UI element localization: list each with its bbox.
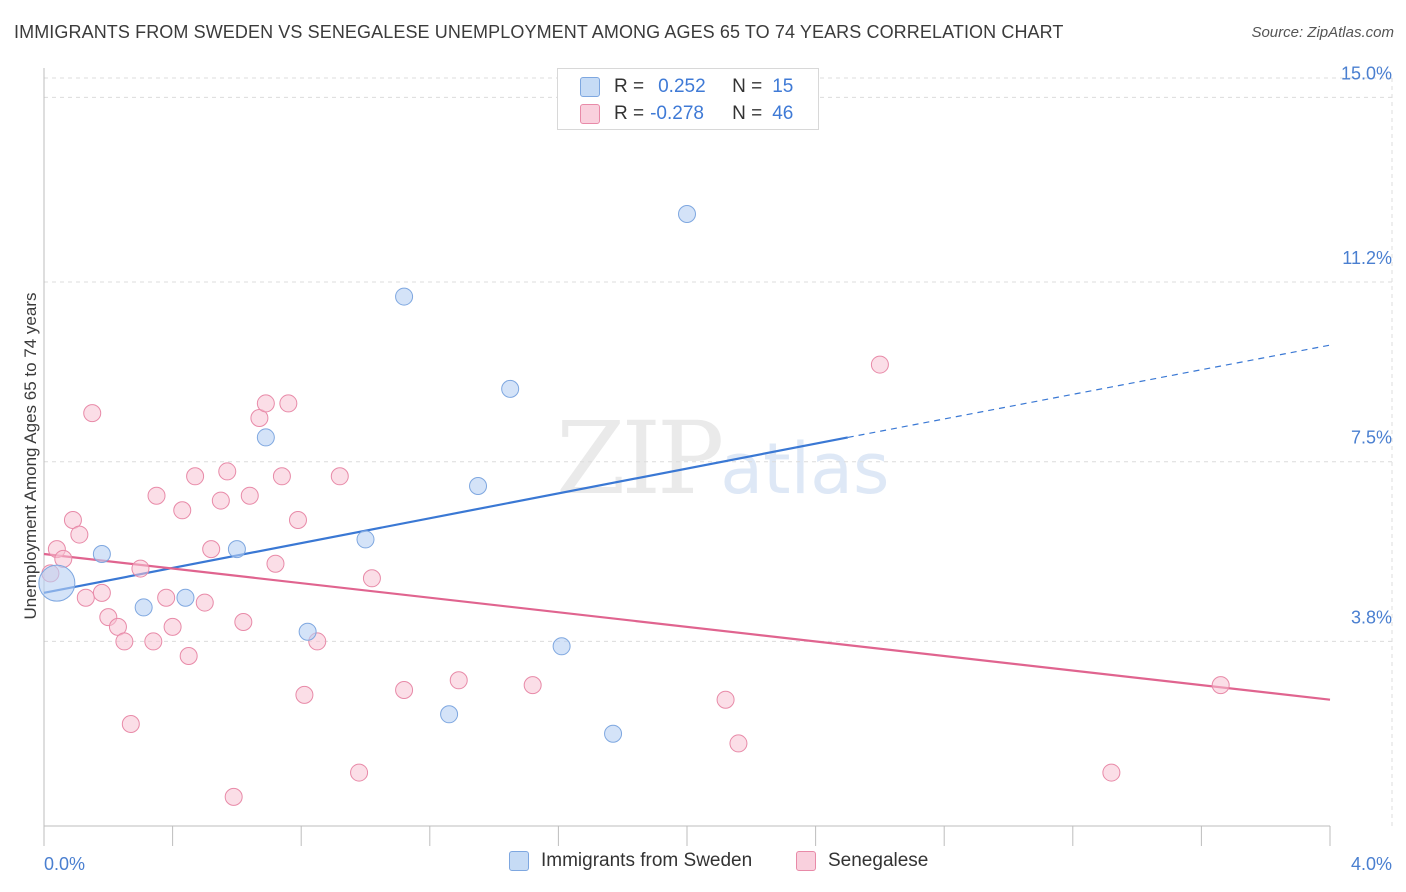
trend-line-senegalese xyxy=(43,552,1331,701)
data-point-senegalese xyxy=(224,787,243,806)
legend-n-label: N = xyxy=(732,76,763,97)
data-point-senegalese xyxy=(173,501,192,520)
trend-line-sweden-extension xyxy=(847,344,1331,439)
series-legend-label: Immigrants from Sweden xyxy=(541,850,753,871)
y-tick-label: 15.0% xyxy=(1341,63,1392,83)
data-point-senegalese xyxy=(92,583,111,602)
data-point-senegalese xyxy=(716,690,735,709)
data-point-senegalese xyxy=(234,613,253,631)
legend-r-label: R = xyxy=(614,76,645,97)
legend-n-label: N = xyxy=(732,103,763,124)
source-credit: Source: ZipAtlas.com xyxy=(1251,24,1394,41)
legend-row-senegalese: R = -0.278 N = 46 xyxy=(580,102,793,126)
data-point-senegalese xyxy=(83,404,102,423)
data-point-senegalese xyxy=(144,632,163,651)
data-point-senegalese xyxy=(179,647,198,665)
data-point-senegalese xyxy=(266,554,285,573)
legend-row-sweden: R = 0.252 N = 15 xyxy=(580,75,793,99)
data-point-sweden xyxy=(440,705,459,724)
data-point-senegalese xyxy=(195,593,214,612)
data-point-senegalese xyxy=(523,676,542,695)
legend-swatch-senegalese xyxy=(580,104,600,124)
data-point-senegalese xyxy=(147,486,166,505)
data-point-sweden xyxy=(604,724,623,743)
data-point-senegalese xyxy=(295,685,314,704)
data-point-senegalese xyxy=(240,486,259,505)
data-point-senegalese xyxy=(362,569,381,588)
x-tick-label: 0.0% xyxy=(44,854,85,874)
data-point-sweden xyxy=(469,477,488,495)
data-point-sweden xyxy=(38,564,76,602)
y-tick-label: 11.2% xyxy=(1342,248,1392,268)
legend-r-value-senegalese: -0.278 xyxy=(650,103,704,124)
legend-r-value-sweden: 0.252 xyxy=(658,76,706,97)
legend-swatch-sweden xyxy=(580,77,600,97)
data-point-senegalese xyxy=(449,671,468,690)
legend-n-value-senegalese: 46 xyxy=(772,103,794,124)
data-point-senegalese xyxy=(729,734,748,753)
series-swatch-senegalese xyxy=(796,851,816,871)
data-point-senegalese xyxy=(186,467,205,486)
data-point-senegalese xyxy=(218,462,237,481)
data-point-senegalese xyxy=(1102,763,1121,782)
data-point-sweden xyxy=(678,205,696,223)
data-point-sweden xyxy=(227,540,246,559)
data-point-senegalese xyxy=(163,617,182,636)
legend-n-value-sweden: 15 xyxy=(772,76,794,97)
legend-r-label: R = xyxy=(614,103,645,124)
y-tick-label: 7.5% xyxy=(1351,428,1392,448)
data-point-senegalese xyxy=(1211,676,1230,695)
y-tick-label: 3.8% xyxy=(1351,607,1392,627)
data-point-senegalese xyxy=(76,588,95,607)
data-point-sweden xyxy=(356,530,375,549)
series-legend-label: Senegalese xyxy=(828,850,929,871)
series-legend: Immigrants from Sweden Senegalese xyxy=(0,850,1406,878)
data-point-senegalese xyxy=(211,491,230,510)
x-tick-label: 4.0% xyxy=(1351,854,1392,874)
data-point-senegalese xyxy=(279,394,298,413)
data-point-sweden xyxy=(501,379,520,398)
data-point-sweden xyxy=(92,545,111,563)
data-point-senegalese xyxy=(330,467,349,486)
series-swatch-sweden xyxy=(509,851,529,871)
data-point-senegalese xyxy=(870,355,889,374)
data-point-senegalese xyxy=(288,511,307,529)
series-legend-sweden[interactable]: Immigrants from Sweden xyxy=(509,850,752,872)
correlation-legend: R = 0.252 N = 15 R = -0.278 N = 46 xyxy=(557,68,819,130)
chart-title: IMMIGRANTS FROM SWEDEN VS SENEGALESE UNE… xyxy=(14,22,1064,42)
data-point-senegalese xyxy=(202,540,221,559)
data-point-sweden xyxy=(395,287,414,306)
data-point-senegalese xyxy=(115,632,134,651)
data-point-senegalese xyxy=(131,559,150,578)
data-point-senegalese xyxy=(256,394,275,413)
series-legend-senegalese[interactable]: Senegalese xyxy=(796,850,928,872)
y-axis-label: Unemployment Among Ages 65 to 74 years xyxy=(21,293,40,620)
data-point-sweden xyxy=(134,598,153,617)
data-point-senegalese xyxy=(70,525,89,544)
trend-line-sweden xyxy=(43,436,848,594)
data-point-sweden xyxy=(256,428,275,447)
data-point-senegalese xyxy=(350,763,369,782)
data-point-sweden xyxy=(298,622,317,641)
data-point-sweden xyxy=(176,588,195,607)
data-point-senegalese xyxy=(272,467,291,486)
data-point-senegalese xyxy=(395,681,414,699)
data-point-sweden xyxy=(552,637,571,656)
data-point-senegalese xyxy=(157,588,176,607)
data-point-senegalese xyxy=(121,715,140,733)
